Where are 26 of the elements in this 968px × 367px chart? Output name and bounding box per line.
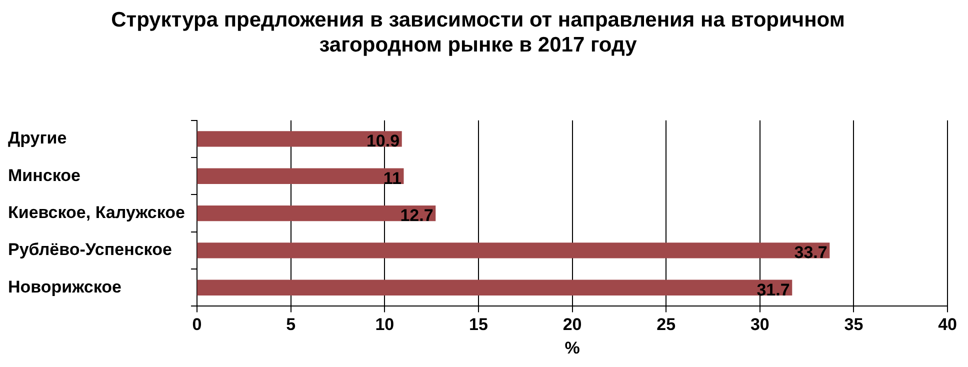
y-tick-label: Минское [8,166,80,185]
y-tick-label: Новорижское [8,277,122,296]
x-tick-label: 5 [286,315,296,334]
bar [197,168,404,184]
bar [197,242,830,258]
x-tick-label: 30 [750,315,770,334]
data-label: 11 [383,168,402,188]
data-label: 12.7 [400,206,434,225]
data-label: 33.7 [794,243,828,262]
chart-title: Структура предложения в зависимости от направления на вторичном загородном рынке в 2017 году [111,8,845,57]
x-tick-label: 20 [562,315,582,334]
data-label: 10.9 [366,132,400,151]
bar [197,205,436,222]
bar [197,280,792,296]
y-tick-label: Киевское, Калужское [8,202,186,222]
x-tick-label: 15 [469,315,488,334]
x-tick-label: 10 [375,315,394,334]
y-tick-label: Рублёво-Успенское [8,240,172,260]
data-label: 31.7 [756,280,790,300]
x-tick-label: 40 [938,315,958,334]
y-tick-label: Другие [8,128,67,148]
x-axis-title: % [564,338,580,358]
x-tick-label: 25 [656,315,676,334]
x-tick-label: 0 [192,315,202,334]
bar [197,131,402,147]
x-tick-label: 35 [844,315,864,334]
